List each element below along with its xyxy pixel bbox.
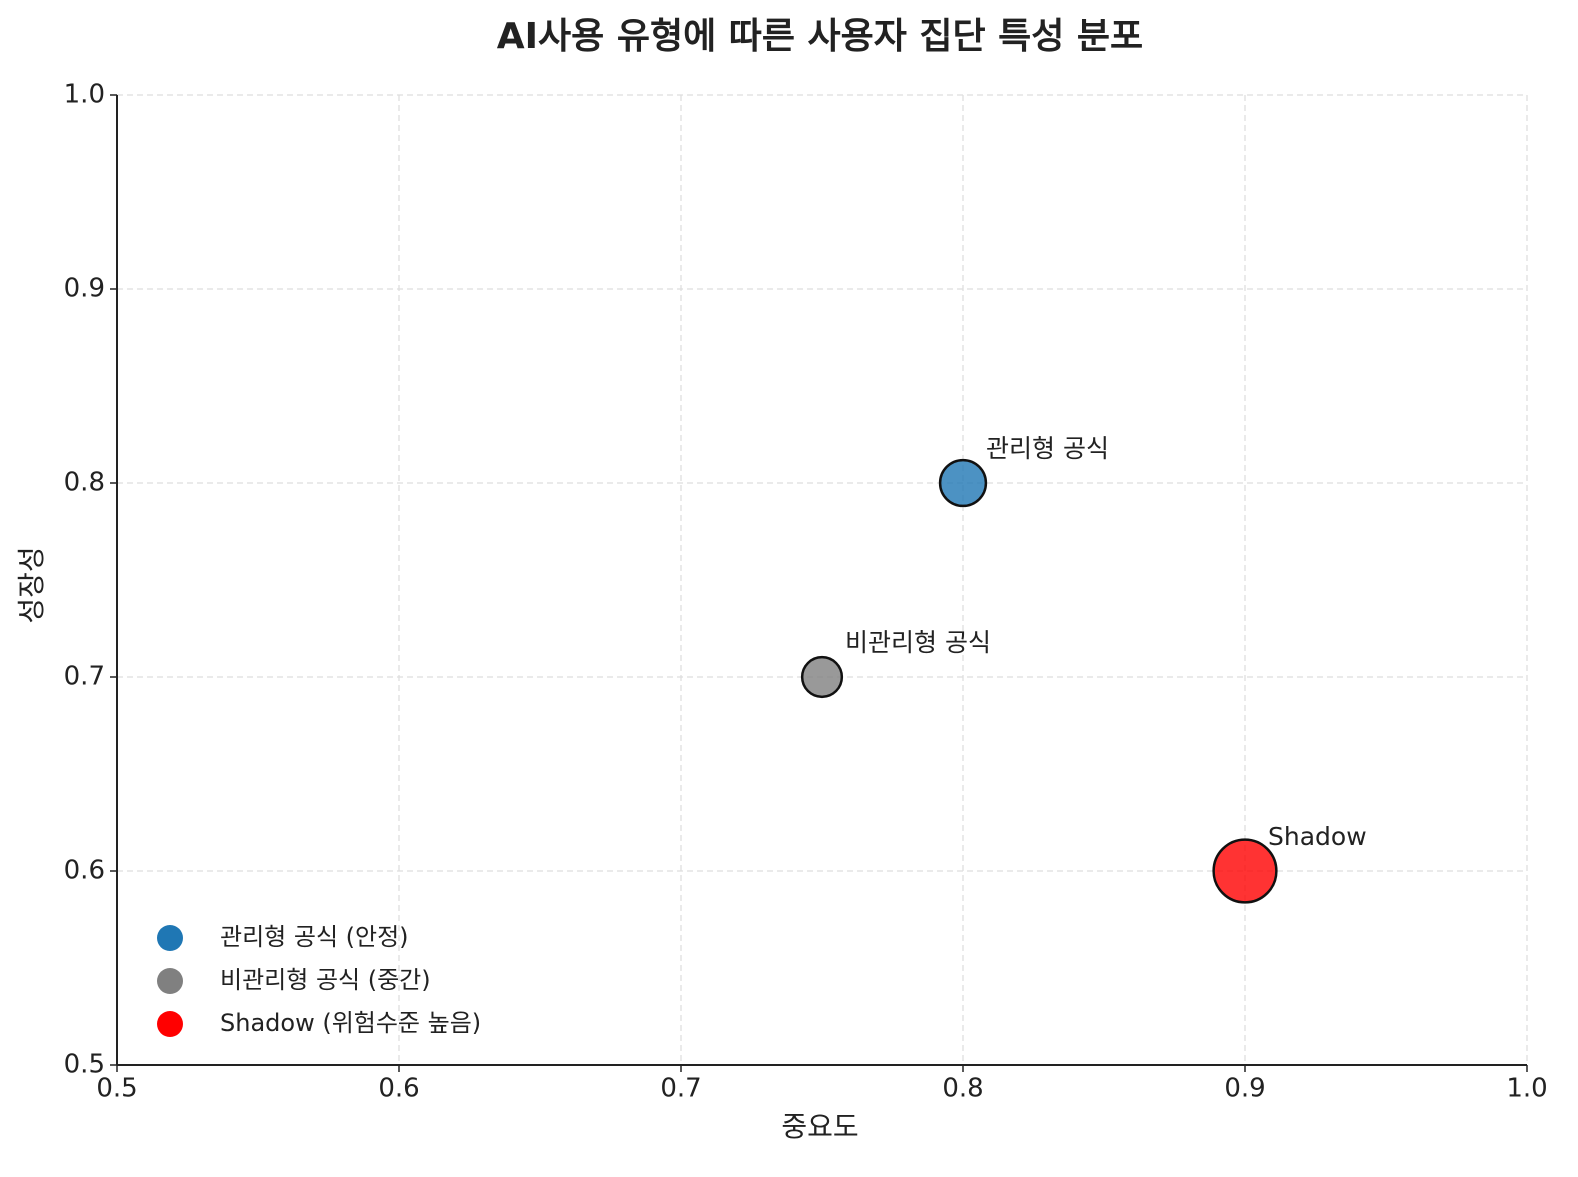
bubble — [938, 458, 988, 508]
x-tick-label: 1.0 — [1506, 1074, 1547, 1104]
y-tick-label: 0.9 — [64, 274, 105, 304]
y-tick-label: 0.8 — [64, 468, 105, 498]
y-tick-label: 0.6 — [64, 856, 105, 886]
y-tick-label: 1.0 — [64, 80, 105, 110]
bubble — [800, 655, 844, 699]
x-axis-label: 중요도 — [781, 1110, 858, 1143]
point-annotation: 비관리형 공식 — [845, 628, 991, 657]
y-axis-label: 성장성 — [15, 546, 48, 623]
y-tick-label: 0.7 — [64, 662, 105, 692]
legend-label: 관리형 공식 (안정) — [220, 923, 409, 951]
y-tick-label: 0.5 — [64, 1050, 105, 1080]
x-tick-label: 0.7 — [660, 1074, 701, 1104]
bubble — [1212, 838, 1278, 904]
point-annotation: 관리형 공식 — [986, 434, 1109, 463]
legend-marker — [157, 1011, 183, 1037]
legend-marker — [157, 968, 183, 994]
x-tick-label: 0.5 — [96, 1074, 137, 1104]
x-tick-label: 0.9 — [1224, 1074, 1265, 1104]
legend-label: Shadow (위험수준 높음) — [220, 1009, 481, 1037]
x-tick-label: 0.6 — [378, 1074, 419, 1104]
point-annotation: Shadow — [1268, 822, 1367, 851]
chart-title: AI사용 유형에 따른 사용자 집단 특성 분포 — [497, 16, 1143, 57]
legend-label: 비관리형 공식 (중간) — [220, 966, 431, 994]
legend-marker — [157, 925, 183, 951]
x-tick-label: 0.8 — [942, 1074, 983, 1104]
